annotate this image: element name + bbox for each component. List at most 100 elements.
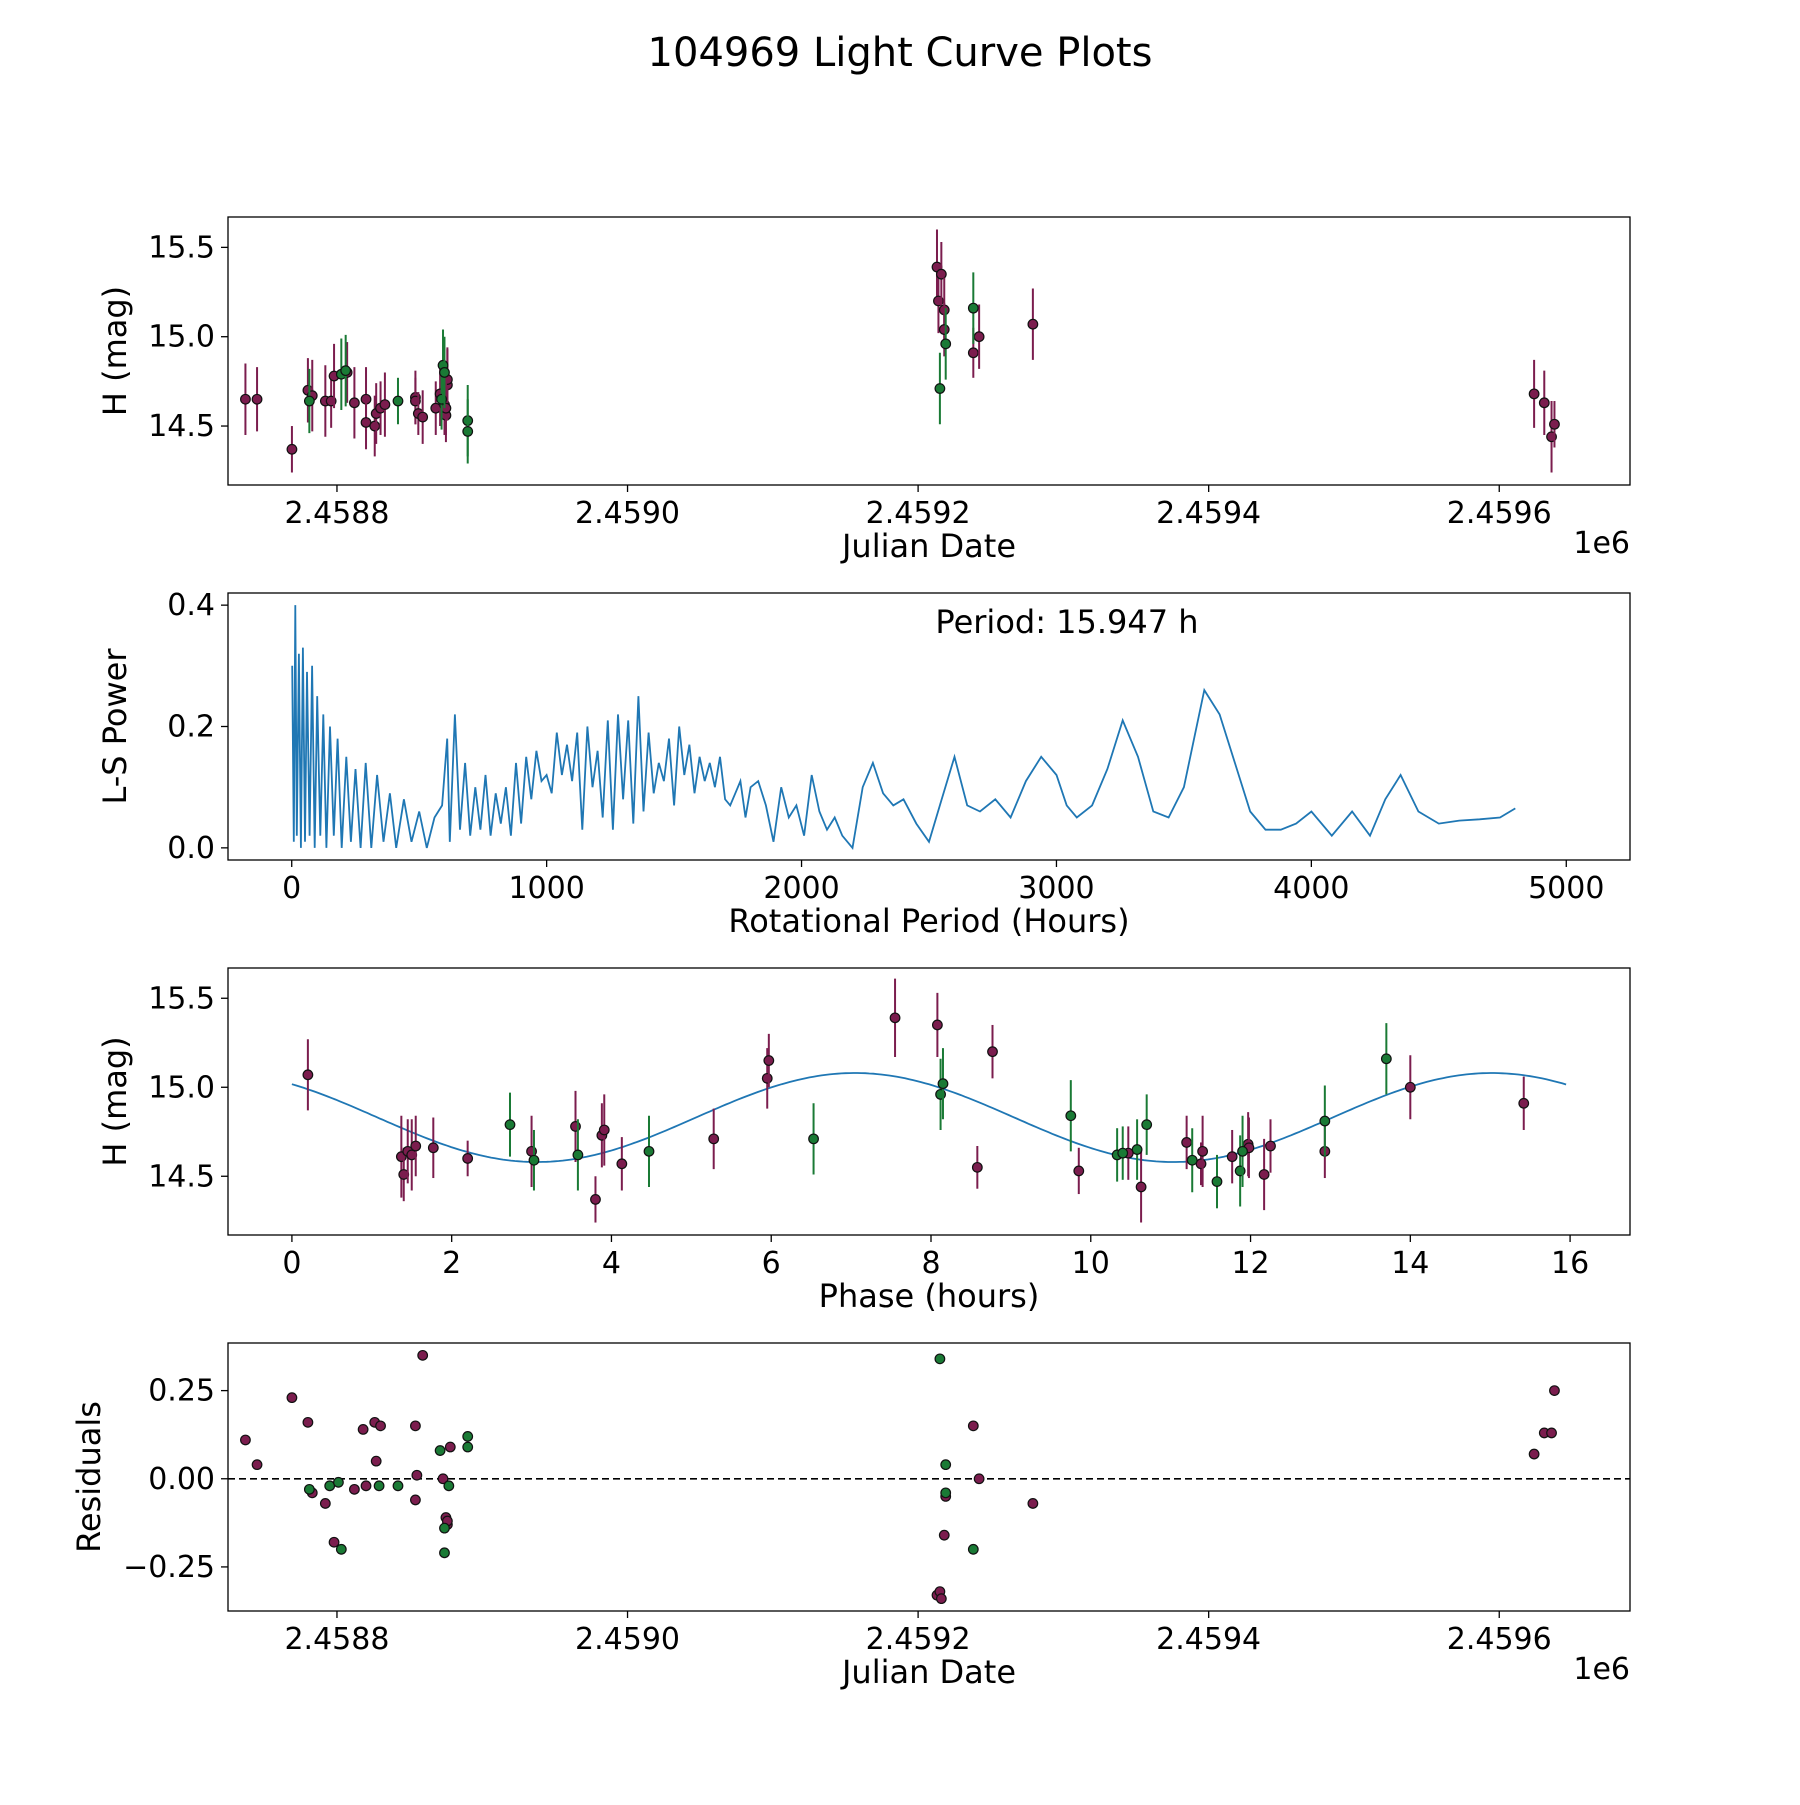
- x-tick-label: 3000: [1018, 871, 1094, 906]
- primary-data-point: [938, 324, 950, 335]
- primary-data-point: [240, 1434, 251, 1446]
- period-annotation: Period: 15.947 h: [935, 603, 1198, 641]
- primary-data-point: [1226, 1151, 1238, 1163]
- y-tick-label: 0.25: [148, 1374, 215, 1409]
- primary-data-point: [1181, 1137, 1193, 1148]
- x-tick-label: 2.4590: [575, 496, 680, 531]
- primary-data-point: [427, 1142, 439, 1154]
- primary-data-point: [410, 1420, 421, 1432]
- x-tick-label: 14: [1391, 1246, 1429, 1281]
- x-tick-label: 1000: [508, 871, 584, 906]
- primary-data-point: [590, 1193, 601, 1205]
- secondary-data-point: [439, 1522, 450, 1534]
- x-tick-label: 4: [602, 1246, 621, 1281]
- primary-data-point: [1528, 388, 1540, 400]
- primary-data-point: [763, 1055, 775, 1066]
- y-tick-label: 15.0: [148, 1070, 215, 1105]
- x-axis-label: Julian Date: [840, 527, 1016, 565]
- secondary-data-point: [392, 395, 404, 407]
- y-axis-label: H (mag): [96, 1036, 134, 1166]
- x-tick-label: 8: [921, 1246, 940, 1281]
- plot-frame: [227, 967, 1631, 1236]
- fit-curve: [291, 1072, 1567, 1163]
- x-axis-label: Julian Date: [840, 1653, 1016, 1691]
- primary-data-point: [1073, 1165, 1085, 1177]
- primary-data-point: [971, 1161, 983, 1173]
- primary-data-point: [598, 1124, 610, 1136]
- secondary-data-point: [504, 1119, 516, 1131]
- x-tick-label: 2.4594: [1156, 496, 1261, 531]
- secondary-data-point: [439, 1547, 450, 1559]
- secondary-data-point: [934, 383, 946, 394]
- secondary-data-point: [528, 1154, 540, 1166]
- primary-data-point: [889, 1012, 901, 1024]
- plot-frame: [227, 1342, 1631, 1612]
- plot-area: [228, 1349, 1630, 1605]
- secondary-data-point: [392, 1480, 404, 1492]
- primary-data-point: [1404, 1081, 1416, 1093]
- primary-data-point: [1549, 1385, 1560, 1397]
- panel-phase_fold: 0 2 4 6 8 10 12 14 16 14.5 15.0 15.5 Phase (hours) H …: [96, 967, 1631, 1315]
- secondary-data-point: [934, 1353, 946, 1365]
- x-tick-label: 2.4588: [284, 1622, 389, 1657]
- secondary-data-point: [1319, 1115, 1331, 1127]
- x-tick-label: 2.4596: [1447, 1622, 1552, 1657]
- plot-frame: [227, 216, 1631, 486]
- primary-data-point: [240, 393, 251, 405]
- y-tick-label: 14.5: [148, 409, 215, 444]
- x-tick-label: 2.4588: [284, 496, 389, 531]
- primary-data-point: [967, 1420, 979, 1432]
- secondary-data-point: [967, 1543, 979, 1555]
- y-axis-label: Residuals: [70, 1401, 108, 1553]
- secondary-data-point: [1065, 1110, 1077, 1122]
- primary-data-point: [360, 1480, 372, 1492]
- primary-data-point: [251, 393, 263, 405]
- y-tick-label: 15.5: [148, 230, 215, 265]
- primary-data-point: [1258, 1169, 1270, 1180]
- secondary-data-point: [940, 338, 952, 350]
- primary-data-point: [1546, 1427, 1557, 1439]
- primary-data-point: [1135, 1181, 1147, 1193]
- secondary-data-point: [808, 1133, 819, 1145]
- primary-data-point: [1027, 318, 1039, 330]
- secondary-data-point: [967, 302, 979, 314]
- primary-data-point: [708, 1133, 720, 1145]
- figure-title: 104969 Light Curve Plots: [648, 30, 1153, 76]
- primary-data-point: [444, 1441, 456, 1453]
- primary-data-point: [1518, 1097, 1530, 1109]
- primary-data-point: [935, 1593, 947, 1605]
- x-tick-label: 12: [1231, 1246, 1269, 1281]
- plot-area: [291, 978, 1567, 1223]
- y-axis-label: H (mag): [96, 286, 134, 416]
- primary-data-point: [369, 420, 381, 432]
- primary-data-point: [319, 1498, 331, 1509]
- panel-light_curve: 2.4588 2.4590 2.4592 2.4594 2.4596 14.5 15.0 15…: [96, 216, 1631, 565]
- secondary-data-point: [434, 1445, 446, 1456]
- secondary-data-point: [1380, 1053, 1392, 1065]
- secondary-data-point: [303, 1483, 315, 1495]
- x-tick-label: 0: [282, 871, 301, 906]
- secondary-data-point: [643, 1145, 655, 1157]
- primary-data-point: [761, 1072, 773, 1084]
- primary-data-point: [348, 397, 360, 409]
- y-tick-label: 14.5: [148, 1159, 215, 1194]
- primary-data-point: [938, 1529, 950, 1541]
- primary-data-point: [379, 399, 391, 411]
- secondary-data-point: [1237, 1145, 1248, 1157]
- x-tick-label: 4000: [1273, 871, 1349, 906]
- primary-data-point: [973, 331, 985, 343]
- primary-data-point: [1195, 1158, 1207, 1170]
- x-tick-label: 10: [1072, 1246, 1110, 1281]
- x-tick-label: 6: [762, 1246, 781, 1281]
- primary-data-point: [417, 1349, 429, 1361]
- plot-area: [291, 605, 1516, 850]
- primary-data-point: [437, 1473, 449, 1485]
- x-offset-label: 1e6: [1573, 1652, 1630, 1687]
- primary-data-point: [357, 1423, 369, 1435]
- primary-data-point: [417, 411, 429, 423]
- secondary-data-point: [1117, 1147, 1129, 1159]
- primary-data-point: [1265, 1140, 1276, 1152]
- secondary-data-point: [1141, 1119, 1153, 1131]
- x-tick-label: 0: [282, 1246, 301, 1281]
- x-tick-label: 16: [1551, 1246, 1589, 1281]
